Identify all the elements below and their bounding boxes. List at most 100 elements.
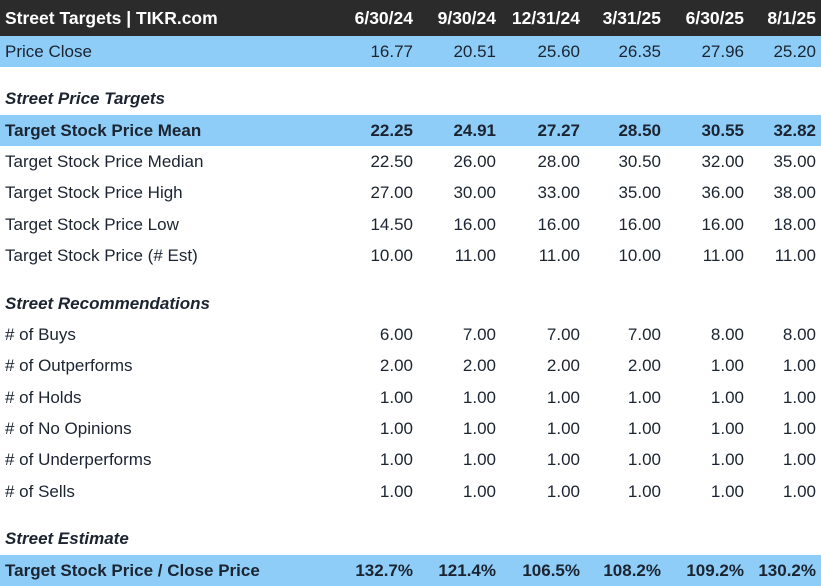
cell-value: 16.00 — [701, 214, 744, 234]
cell-value: 1.00 — [379, 387, 413, 407]
row-label: Target Stock Price / Close Price — [5, 560, 260, 580]
row-label: # of Outperforms — [5, 356, 133, 376]
cell-value: 16.00 — [537, 214, 580, 234]
column-header: 9/30/24 — [437, 7, 496, 28]
table-row: # of Underperforms 1.00 1.00 1.00 1.00 1.00 1.… — [0, 445, 821, 476]
cell-value: 109.2% — [686, 560, 744, 580]
row-label: # of Buys — [5, 325, 76, 345]
table-row: Target Stock Price Mean 22.25 24.91 27.27 28… — [0, 115, 821, 147]
cell-value: 10.00 — [370, 245, 413, 265]
table-row: Target Stock Price High 27.00 30.00 33.00 35… — [0, 178, 821, 209]
column-header: 3/31/25 — [602, 7, 661, 28]
row-label: # of Holds — [5, 387, 82, 407]
cell-value: 32.00 — [701, 152, 744, 172]
cell-value: 1.00 — [710, 387, 744, 407]
section-street-estimate: Street Estimate — [0, 524, 821, 555]
cell-value: 1.00 — [627, 481, 661, 501]
cell-value: 10.00 — [618, 245, 661, 265]
cell-value: 22.25 — [370, 120, 413, 140]
cell-value: 25.60 — [537, 41, 580, 61]
cell-value: 1.00 — [546, 481, 580, 501]
cell-value: 30.50 — [618, 152, 661, 172]
cell-value: 25.20 — [773, 41, 816, 61]
row-label: Target Stock Price Median — [5, 152, 204, 172]
spacer — [0, 507, 821, 524]
cell-value: 1.00 — [710, 418, 744, 438]
column-header: 6/30/24 — [354, 7, 413, 28]
cell-value: 1.00 — [710, 481, 744, 501]
cell-value: 1.00 — [782, 387, 816, 407]
cell-value: 2.00 — [462, 356, 496, 376]
cell-value: 20.51 — [453, 41, 496, 61]
cell-value: 2.00 — [546, 356, 580, 376]
row-label: Target Stock Price High — [5, 183, 183, 203]
row-label: Target Stock Price Mean — [5, 120, 202, 140]
table-row: Target Stock Price Median 22.50 26.00 28.00… — [0, 146, 821, 177]
cell-value: 1.00 — [546, 387, 580, 407]
cell-value: 1.00 — [462, 418, 496, 438]
cell-value: 6.00 — [379, 325, 413, 345]
table-row: Target Stock Price (# Est) 10.00 11.00 11.0… — [0, 240, 821, 271]
table-row: # of Buys 6.00 7.00 7.00 7.00 8.00 8.00 — [0, 319, 821, 350]
cell-value: 7.00 — [627, 325, 661, 345]
table-row: Target Stock Price Low 14.50 16.00 16.00 16.… — [0, 209, 821, 240]
cell-value: 1.00 — [379, 481, 413, 501]
cell-value: 8.00 — [710, 325, 744, 345]
table-row: # of Holds 1.00 1.00 1.00 1.00 1.00 1.00 — [0, 382, 821, 413]
cell-value: 24.91 — [453, 120, 496, 140]
section-title: Street Estimate — [5, 529, 129, 549]
column-header: 6/30/25 — [685, 7, 744, 28]
section-title: Street Price Targets — [5, 89, 165, 109]
row-label: Price Close — [5, 41, 92, 61]
cell-value: 27.27 — [537, 120, 580, 140]
cell-value: 1.00 — [627, 418, 661, 438]
cell-value: 7.00 — [462, 325, 496, 345]
row-label: Target Stock Price Low — [5, 214, 179, 234]
section-street-price-targets: Street Price Targets — [0, 84, 821, 115]
section-title: Street Recommendations — [5, 293, 210, 313]
cell-value: 35.00 — [618, 183, 661, 203]
column-header: 8/1/25 — [767, 7, 816, 28]
table-row: # of No Opinions 1.00 1.00 1.00 1.00 1.00 1.00 — [0, 413, 821, 444]
cell-value: 27.00 — [370, 183, 413, 203]
cell-value: 130.2% — [758, 560, 816, 580]
spacer — [0, 67, 821, 84]
cell-value: 32.82 — [773, 120, 816, 140]
cell-value: 36.00 — [701, 183, 744, 203]
target-close-ratio-row: Target Stock Price / Close Price 132.7% 12… — [0, 554, 821, 586]
cell-value: 1.00 — [627, 450, 661, 470]
cell-value: 1.00 — [627, 387, 661, 407]
cell-value: 11.00 — [774, 245, 816, 265]
row-label: Target Stock Price (# Est) — [5, 245, 198, 265]
cell-value: 121.4% — [438, 560, 496, 580]
cell-value: 27.96 — [701, 41, 744, 61]
cell-value: 18.00 — [773, 214, 816, 234]
cell-value: 108.2% — [603, 560, 661, 580]
cell-value: 1.00 — [710, 450, 744, 470]
cell-value: 30.55 — [701, 120, 744, 140]
spacer — [0, 272, 821, 289]
cell-value: 1.00 — [782, 418, 816, 438]
cell-value: 22.50 — [370, 152, 413, 172]
cell-value: 16.00 — [618, 214, 661, 234]
cell-value: 11.00 — [702, 245, 744, 265]
cell-value: 1.00 — [782, 356, 816, 376]
cell-value: 1.00 — [379, 418, 413, 438]
header-row: Street Targets | TIKR.com 6/30/24 9/30/2… — [0, 0, 821, 36]
cell-value: 1.00 — [782, 450, 816, 470]
cell-value: 35.00 — [773, 152, 816, 172]
cell-value: 1.00 — [710, 356, 744, 376]
table-title: Street Targets | TIKR.com — [5, 7, 218, 28]
cell-value: 1.00 — [546, 418, 580, 438]
cell-value: 1.00 — [379, 450, 413, 470]
cell-value: 16.77 — [370, 41, 413, 61]
cell-value: 8.00 — [782, 325, 816, 345]
column-header: 12/31/24 — [511, 7, 580, 28]
cell-value: 7.00 — [546, 325, 580, 345]
cell-value: 1.00 — [462, 481, 496, 501]
cell-value: 28.50 — [618, 120, 661, 140]
cell-value: 26.00 — [453, 152, 496, 172]
cell-value: 28.00 — [537, 152, 580, 172]
cell-value: 16.00 — [453, 214, 496, 234]
